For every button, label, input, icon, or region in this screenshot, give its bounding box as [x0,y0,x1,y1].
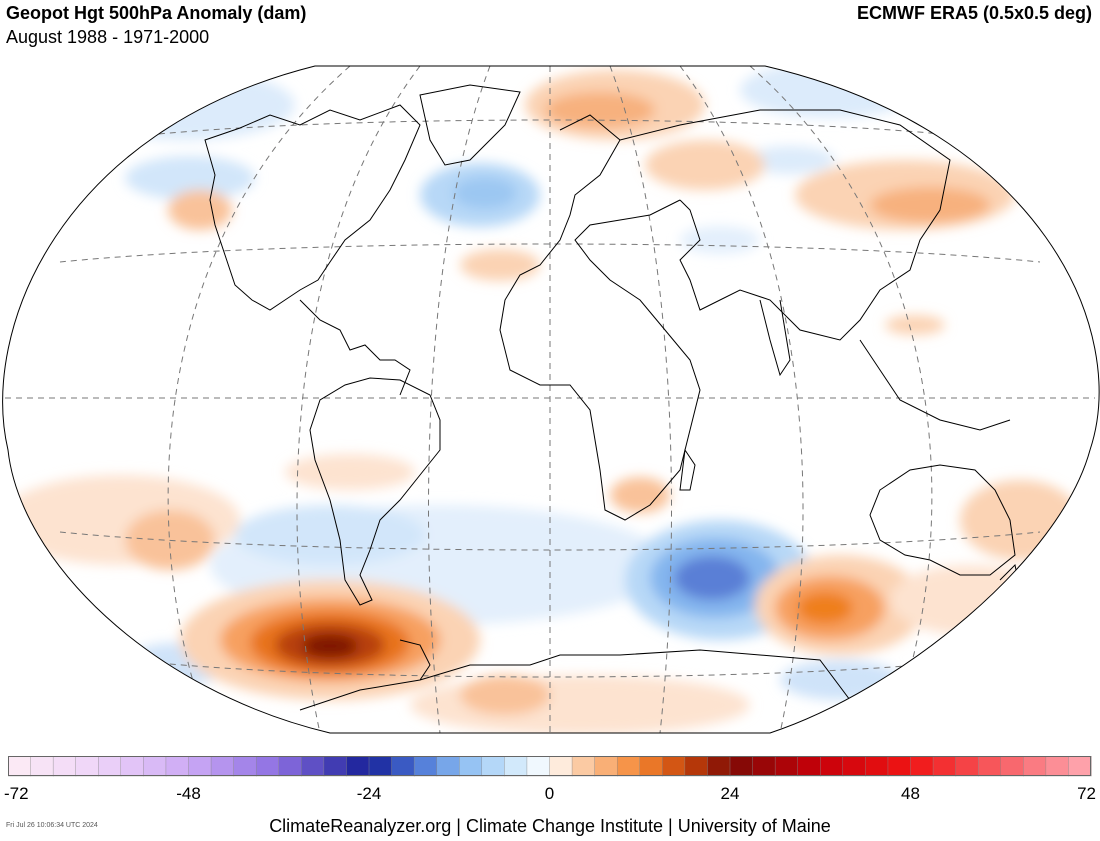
colorbar-swatch [842,756,866,777]
colorbar-swatch [571,756,596,777]
anomaly-field [2,66,1100,733]
colorbar-swatch [436,756,460,777]
colorbar-swatch [977,756,1002,777]
colorbar-swatch [210,756,235,777]
colorbar-swatch [594,756,618,777]
colorbar-swatch [797,756,821,777]
colorbar-swatch [52,756,77,777]
colorbar-swatch [391,756,415,777]
colorbar-swatch [481,756,505,777]
colorbar-swatch [616,756,641,777]
colorbar-swatch [549,756,573,777]
colorbar-swatch [143,756,167,777]
colorbar-swatch [1045,756,1070,777]
colorbar-tick-label: 72 [1077,784,1096,803]
colorbar-swatch [75,756,99,777]
colorbar-swatch [662,756,686,777]
colorbar-swatch [887,756,912,777]
colorbar-swatch [459,756,483,777]
colorbar-tick-label: -48 [176,784,201,803]
colorbar-swatch [707,756,731,777]
colorbar-tick-label: 0 [544,784,555,803]
colorbar-swatch [413,756,438,777]
colorbar-swatch [255,756,280,777]
colorbar-tick-label: 48 [901,784,920,803]
timestamp: Fri Jul 26 10:06:34 UTC 2024 [6,822,98,829]
colorbar-swatch [301,756,325,777]
colorbar-frame [8,756,1091,776]
map-subtitle: August 1988 - 1971-2000 [6,27,210,47]
colorbar-swatch [820,756,844,777]
colorbar-swatch [165,756,190,777]
colorbar-swatch [526,756,551,777]
colorbar-swatch [98,756,122,777]
colorbar-swatch [774,756,799,777]
world-map [2,65,1100,734]
colorbar-swatch [323,756,348,777]
colorbar-swatch [504,756,528,777]
colorbar-swatch [233,756,257,777]
dataset-label: ECMWF ERA5 (0.5x0.5 deg) [856,3,1092,23]
colorbar-tick-label: 24 [720,784,740,803]
colorbar-swatch [368,756,393,777]
colorbar-swatch [865,756,889,777]
colorbar-swatch [729,756,754,777]
colorbar-swatch [30,756,54,777]
colorbar-swatch [1068,756,1092,777]
colorbar-swatch [684,756,709,777]
colorbar-swatch [346,756,370,777]
colorbar-swatch [955,756,979,777]
colorbar-tick-label: -72 [4,784,29,803]
map-title: Geopot Hgt 500hPa Anomaly (dam) [6,3,307,23]
colorbar-swatch [1000,756,1024,777]
colorbar-swatch [932,756,957,777]
colorbar-swatch [1023,756,1047,777]
colorbar-swatch [120,756,144,777]
colorbar-swatch [752,756,776,777]
colorbar-swatch [278,756,302,777]
colorbar-swatch [910,756,934,777]
credit-line: ClimateReanalyzer.org | Climate Change I… [269,816,831,836]
colorbar-swatch [188,756,212,777]
colorbar-tick-label: -24 [356,784,382,803]
colorbar-swatch [8,756,32,777]
colorbar [8,756,1092,777]
colorbar-swatch [639,756,663,777]
